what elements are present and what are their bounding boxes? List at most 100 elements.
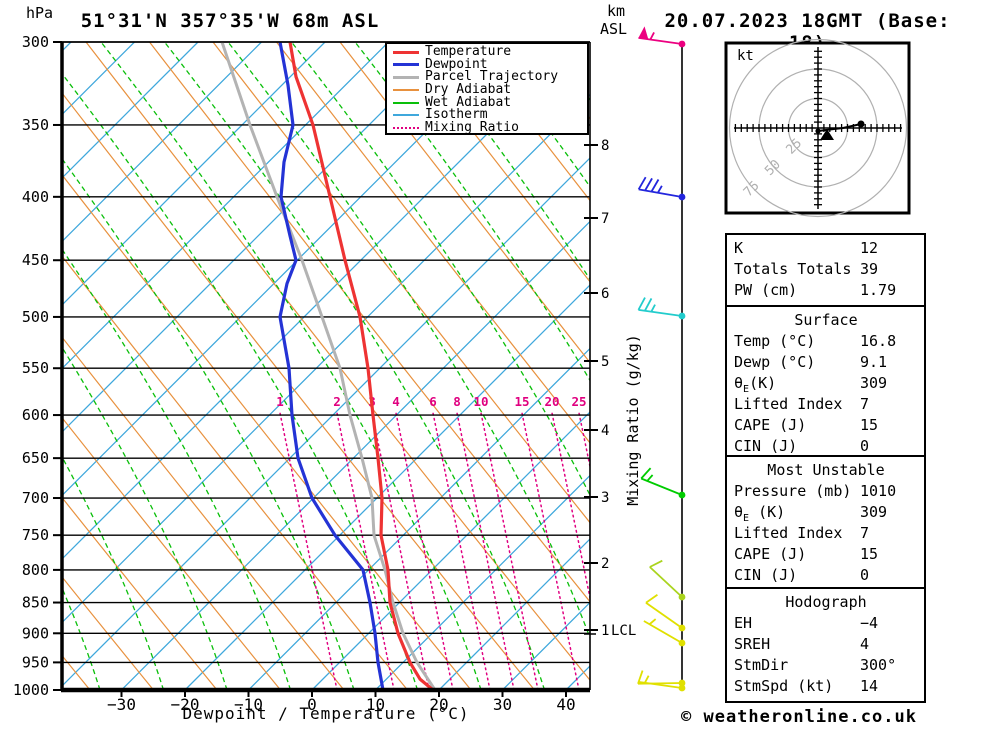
legend-row-mixing-ratio: Mixing Ratio [391,119,587,135]
wind-barb [638,675,686,692]
svg-text:10: 10 [366,695,385,714]
svg-text:600: 600 [22,406,49,424]
stat-label: CIN (J) [734,566,798,584]
wet-adiabat-line-swatch [393,101,419,104]
wind-barb-column [637,26,686,692]
legend-row-dewpoint: Dewpoint [391,56,587,72]
stat-label: Lifted Index [734,524,843,542]
km-axis: 8 7 6 5 4 3 2 1 LCL [584,138,636,639]
stat-label: CAPE (J) [734,416,807,434]
wind-barb [640,467,686,499]
svg-text:350: 350 [22,116,49,134]
stat-value: 39 [860,260,879,278]
stat-value: 12 [860,239,879,257]
stat-label: Temp (°C) [734,332,816,350]
svg-text:7: 7 [601,211,609,227]
svg-text:900: 900 [22,624,49,642]
stat-value: 7 [860,395,870,413]
stat-label: Dewp (°C) [734,353,816,371]
stat-label: StmSpd (kt) [734,677,834,695]
svg-text:20: 20 [544,394,559,409]
pressure-unit-label: hPa [26,4,54,22]
stat-value: 9.1 [860,353,888,371]
svg-text:15: 15 [514,394,529,409]
mixing-ratio-labels: 1 2 3 4 6 8 10 15 20 25 [276,394,586,409]
legend-row-isotherm: Isotherm [391,107,587,123]
stat-row: CAPE (J) 15 [734,544,918,565]
stat-label: StmDir [734,656,789,674]
legend-label: Dewpoint [425,56,488,72]
plot-background-lines [62,42,590,690]
stats-most-unstable-box: Most Unstable Pressure (mb) 1010 θE (K) … [725,455,926,589]
stat-label: Lifted Index [734,395,843,413]
svg-text:750: 750 [22,526,49,544]
mixing-ratio-axis-label: Mixing Ratio (g/kg) [624,334,642,506]
stats-most-unstable-title: Most Unstable [767,461,885,479]
svg-text:650: 650 [22,449,49,467]
svg-text:−10: −10 [234,695,263,714]
stat-label: EH [734,614,753,632]
svg-text:6: 6 [429,394,437,409]
stat-row: StmSpd (kt) 14 [734,676,918,697]
stats-hodograph-title: Hodograph [785,593,867,611]
svg-text:4: 4 [601,423,609,439]
stat-label: SREH [734,635,771,653]
wind-barb [645,593,686,632]
stat-value: 14 [860,677,879,695]
svg-text:2: 2 [601,556,609,572]
legend-row-dry-adiabat: Dry Adiabat [391,83,587,97]
legend-label: Isotherm [425,107,488,123]
svg-text:8: 8 [453,394,461,409]
stat-value: 0 [860,437,870,455]
stat-row-theta-e: θE(K) 309 [734,373,918,395]
dewpoint-curve [278,42,385,690]
stat-value: 15 [860,545,879,563]
credit-text: © weatheronline.co.uk [681,707,917,727]
wind-barb [649,559,686,601]
stat-row: CIN (J) 0 [734,436,918,457]
svg-text:1000: 1000 [13,681,49,699]
svg-text:500: 500 [22,308,49,326]
svg-text:0: 0 [307,695,317,714]
stat-row-theta-e: θE (K) 309 [734,502,918,524]
svg-text:30: 30 [493,695,512,714]
svg-text:1: 1 [601,623,609,639]
legend-label: Temperature [425,44,512,60]
sounding-profiles [220,42,437,690]
stat-value: 7 [860,524,870,542]
km-axis-unit-label: km [607,2,626,20]
legend-label: Mixing Ratio [425,119,519,135]
temperature-tick-labels: −30 −20 −10 0 10 20 30 40 [107,690,576,714]
mixing-ratio-lines [279,412,590,690]
stat-row: Totals Totals 39 [734,259,918,280]
stat-value: 16.8 [860,332,897,350]
svg-text:8: 8 [601,138,609,154]
stat-label: CIN (J) [734,437,798,455]
stat-label: Totals Totals [734,260,852,278]
wind-barb [637,670,686,687]
temperature-curve [288,42,435,690]
pressure-gridlines [62,41,590,691]
stat-row: StmDir 300° [734,655,918,676]
wind-barb [637,297,686,320]
svg-text:25: 25 [571,394,586,409]
stat-value: 309 [860,503,888,521]
stat-value: 4 [860,635,870,653]
svg-text:400: 400 [22,188,49,206]
legend-row-parcel: Parcel Trajectory [391,70,587,84]
stat-value: 15 [860,416,879,434]
wind-barb [638,26,686,48]
stat-value: 309 [860,374,888,392]
svg-text:4: 4 [392,394,400,409]
svg-text:550: 550 [22,359,49,377]
legend-label: Wet Adiabat [425,94,512,110]
stat-label: Pressure (mb) [734,482,852,500]
dewpoint-line-swatch [393,63,419,67]
svg-text:800: 800 [22,561,49,579]
svg-text:950: 950 [22,653,49,671]
xaxis-title: Dewpoint / Temperature (°C) [182,704,470,723]
parcel-line-swatch [393,75,419,79]
stat-row: Pressure (mb) 1010 [734,481,918,502]
